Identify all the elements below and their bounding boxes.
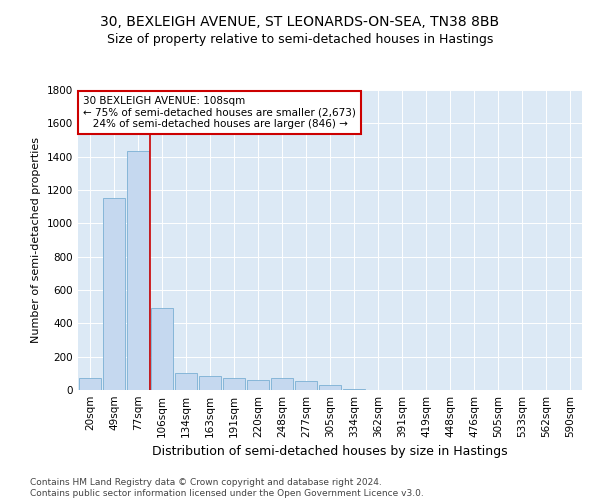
Bar	[199, 376, 221, 390]
Bar	[103, 198, 125, 390]
Bar	[271, 378, 293, 390]
Bar	[319, 385, 341, 390]
Bar	[343, 389, 365, 390]
Bar	[151, 308, 173, 390]
Bar	[223, 378, 245, 390]
Text: 30 BEXLEIGH AVENUE: 108sqm
← 75% of semi-detached houses are smaller (2,673)
   : 30 BEXLEIGH AVENUE: 108sqm ← 75% of semi…	[83, 96, 356, 129]
Bar	[247, 380, 269, 390]
Bar	[127, 151, 149, 390]
Text: Contains HM Land Registry data © Crown copyright and database right 2024.
Contai: Contains HM Land Registry data © Crown c…	[30, 478, 424, 498]
Bar	[79, 378, 101, 390]
Bar	[295, 381, 317, 390]
Text: Size of property relative to semi-detached houses in Hastings: Size of property relative to semi-detach…	[107, 32, 493, 46]
Text: 30, BEXLEIGH AVENUE, ST LEONARDS-ON-SEA, TN38 8BB: 30, BEXLEIGH AVENUE, ST LEONARDS-ON-SEA,…	[100, 15, 500, 29]
Y-axis label: Number of semi-detached properties: Number of semi-detached properties	[31, 137, 41, 343]
X-axis label: Distribution of semi-detached houses by size in Hastings: Distribution of semi-detached houses by …	[152, 446, 508, 458]
Bar	[175, 372, 197, 390]
